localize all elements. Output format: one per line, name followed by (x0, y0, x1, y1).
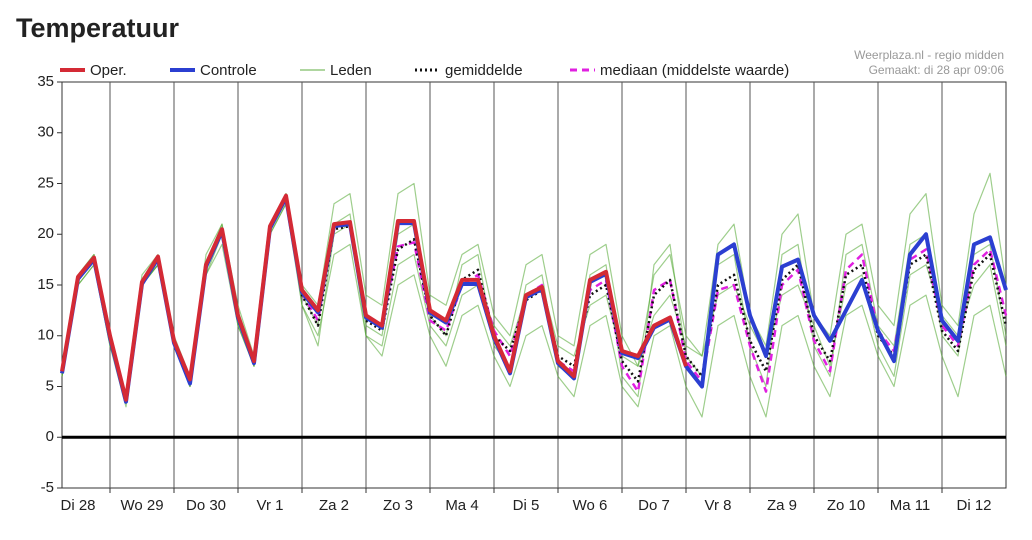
y-tick-label: 0 (46, 428, 54, 445)
x-tick-label: Za 2 (319, 497, 349, 514)
y-tick-label: 25 (37, 174, 54, 191)
x-tick-label: Za 9 (767, 497, 797, 514)
legend-label: Leden (330, 62, 372, 79)
x-tick-label: Ma 4 (445, 497, 478, 514)
legend-label: Oper. (90, 62, 127, 79)
x-tick-label: Di 12 (956, 497, 991, 514)
series-line (60, 193, 688, 402)
x-tick-label: Di 5 (513, 497, 540, 514)
y-tick-label: 10 (37, 327, 54, 344)
x-tick-label: Zo 3 (383, 497, 413, 514)
x-tick-label: Wo 6 (573, 497, 608, 514)
x-tick-label: Di 28 (60, 497, 95, 514)
legend-label: gemiddelde (445, 62, 523, 79)
x-tick-label: Ma 11 (890, 497, 931, 514)
member-line (61, 203, 1007, 398)
y-tick-label: -5 (41, 479, 54, 496)
member-line (61, 203, 1007, 398)
chart-title: Temperatuur (16, 13, 180, 43)
created: Gemaakt: di 28 apr 09:06 (869, 63, 1005, 77)
legend-label: Controle (200, 62, 257, 79)
source: Weerplaza.nl - regio midden (854, 48, 1004, 62)
member-line (61, 193, 1007, 418)
y-tick-label: 20 (37, 225, 54, 242)
x-tick-label: Wo 29 (120, 497, 163, 514)
legend-label: mediaan (middelste waarde) (600, 62, 789, 79)
x-tick-label: Vr 1 (257, 497, 284, 514)
y-tick-label: 30 (37, 124, 54, 141)
y-tick-label: 35 (37, 73, 54, 90)
y-tick-label: 15 (37, 276, 54, 293)
x-tick-label: Do 30 (186, 497, 226, 514)
series-line (60, 195, 1008, 404)
x-tick-label: Zo 10 (827, 497, 865, 514)
y-tick-label: 5 (46, 377, 54, 394)
x-tick-label: Do 7 (638, 497, 670, 514)
series-line (60, 195, 1008, 402)
series-line (60, 195, 1008, 402)
x-tick-label: Vr 8 (705, 497, 732, 514)
